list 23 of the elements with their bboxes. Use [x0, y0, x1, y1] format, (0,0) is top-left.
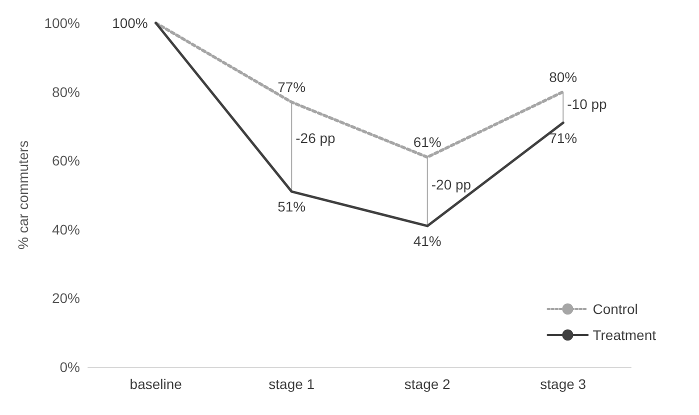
legend-label: Control: [592, 301, 638, 317]
annotation: -20 pp: [431, 176, 472, 193]
data-label: 51%: [278, 198, 306, 215]
x-tick-label: stage 1: [268, 376, 315, 392]
y-tick-label: 80%: [52, 84, 80, 100]
data-label: 80%: [549, 68, 578, 85]
x-tick-label: stage 3: [540, 376, 586, 392]
annotation: -10 pp: [567, 96, 608, 112]
y-axis-title: % car commuters: [15, 140, 31, 250]
y-tick-label: 40%: [52, 221, 80, 238]
x-tick-label: baseline: [130, 376, 182, 392]
y-tick-label: 20%: [52, 290, 80, 306]
legend-label: Treatment: [592, 327, 656, 343]
data-label: 100%: [112, 15, 148, 31]
x-tick-label: stage 2: [404, 376, 451, 392]
data-label: 41%: [413, 232, 442, 249]
data-label: 61%: [413, 134, 442, 150]
data-label: 77%: [278, 79, 306, 96]
data-label: 71%: [549, 130, 578, 146]
annotation: -26 pp: [296, 130, 336, 146]
y-tick-label: 60%: [52, 152, 80, 169]
y-tick-label: 100%: [44, 15, 80, 31]
y-tick-label: 0%: [60, 359, 80, 375]
